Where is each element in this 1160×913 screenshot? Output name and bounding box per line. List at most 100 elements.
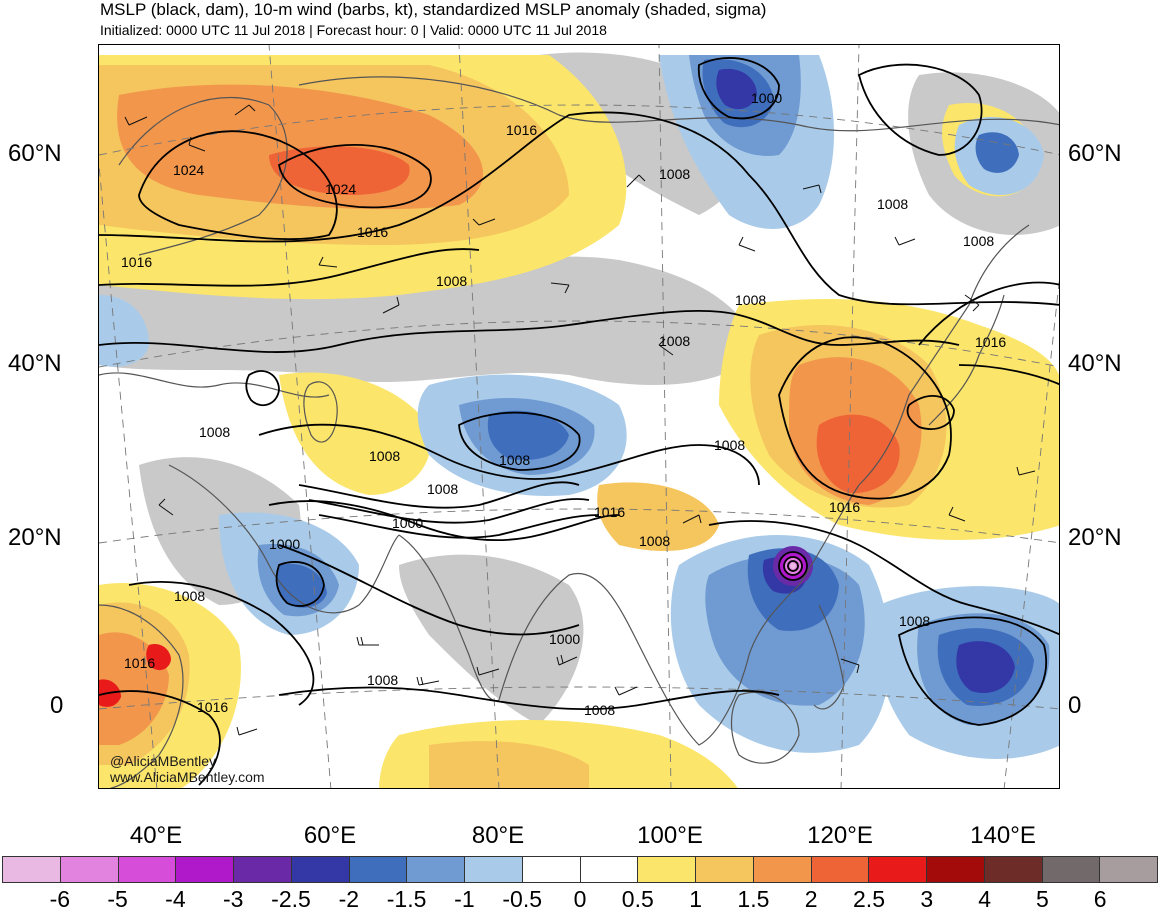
barb-1 <box>124 116 148 126</box>
colorbar-swatch <box>638 857 696 882</box>
lat-label-right-60: 60°N <box>1068 140 1122 167</box>
contour-label: 1008 <box>714 437 745 453</box>
lat-label-left-40: 40°N <box>8 350 62 377</box>
barb-15 <box>476 666 500 676</box>
grid-lon-80 <box>458 45 500 788</box>
lat-label-left-20: 20°N <box>8 524 62 551</box>
contour-label: 1024 <box>325 181 356 197</box>
lon-label-40: 40°E <box>129 822 183 849</box>
colorbar <box>2 856 1158 883</box>
lat-label-right-0: 0 <box>1068 692 1082 719</box>
colorbar-tick-label: 1 <box>689 886 702 912</box>
barb-21 <box>1016 466 1036 476</box>
shade-darkblue-siberia <box>716 68 757 110</box>
contour-label: 1000 <box>392 515 423 531</box>
shade-brightred-africa <box>146 644 171 671</box>
colorbar-swatch <box>1100 857 1157 882</box>
wind-barbs <box>124 104 1036 736</box>
lat-label-left-0: 0 <box>50 692 64 719</box>
coastlines <box>99 76 1059 788</box>
contour-label: 1008 <box>735 292 766 308</box>
contour-label: 1008 <box>199 424 230 440</box>
coast-europe-med <box>99 372 330 398</box>
barb-23 <box>158 498 174 516</box>
contour-label: 1016 <box>975 334 1006 350</box>
colorbar-tick-label: -2 <box>338 886 360 912</box>
anomaly-shading <box>99 52 1059 788</box>
contour-label: 1008 <box>584 702 615 718</box>
colorbar-swatch <box>60 857 119 882</box>
grid-lat-60 <box>99 104 1059 156</box>
isobar-1008-wpac <box>897 616 1048 726</box>
shade-orange-mid <box>597 482 719 551</box>
shade-grey-india <box>399 554 584 725</box>
contour-label: 1008 <box>659 333 690 349</box>
isobar-1008-arabia <box>128 580 315 706</box>
grid-lat-0 <box>99 686 1059 710</box>
mslp-contours <box>99 57 1059 786</box>
contour-label: 1008 <box>899 613 930 629</box>
barb-7 <box>550 282 570 294</box>
isobar-1016-sw <box>99 690 221 786</box>
shade-orange-south <box>429 741 589 788</box>
contour-label: 1008 <box>367 672 398 688</box>
colorbar-swatch <box>234 857 292 882</box>
contour-label: 1008 <box>499 452 530 468</box>
map-title: MSLP (black, dam), 10-m wind (barbs, kt)… <box>100 0 767 19</box>
grid-lon-120 <box>840 45 860 788</box>
colorbar-tick-label: -1 <box>454 886 475 912</box>
colorbar-tick-label: -0.5 <box>502 886 543 912</box>
colorbar-labels: -6 -5 -4 -3 -2.5 -2 -1.5 -1 -0.5 0 0.5 1 1.5 2 2.5 3 4 5 6 <box>0 886 1160 913</box>
barb-20 <box>948 506 966 522</box>
colorbar-swatch <box>696 857 754 882</box>
grid-lat-40 <box>99 320 1059 368</box>
isobar-1024-scand <box>138 130 338 241</box>
colorbar-tick-label: -4 <box>165 886 186 912</box>
contour-label: 1008 <box>659 166 690 182</box>
coast-caspian <box>303 381 338 443</box>
isobar-packed-1 <box>298 481 580 509</box>
colorbar-tick-label: -6 <box>49 886 71 912</box>
colorbar-tick-label: 1.5 <box>737 886 770 912</box>
isobar-1016-east <box>778 336 952 500</box>
colorbar-swatch <box>1042 857 1101 882</box>
contour-label: 1016 <box>357 224 388 240</box>
map-canvas: 1024 1024 1016 1016 1008 1000 1008 1008 … <box>99 45 1059 788</box>
barb-11 <box>894 236 916 246</box>
barb-16 <box>556 654 578 666</box>
lon-label-140: 140°E <box>970 822 1036 849</box>
colorbar-tick-label: -2.5 <box>271 886 311 912</box>
contour-label: 1016 <box>124 655 155 671</box>
contour-label: 1008 <box>369 448 400 464</box>
barb-9 <box>738 236 756 252</box>
barb-14 <box>416 676 440 686</box>
lat-label-right-40: 40°N <box>1068 350 1122 377</box>
contour-label: 1000 <box>269 536 300 552</box>
shade-typhoon-eye <box>790 563 796 569</box>
isobar-low-arabia <box>275 561 325 607</box>
colorbar-swatch <box>176 857 234 882</box>
colorbar-swatch <box>349 857 408 882</box>
contour-label: 1008 <box>639 533 670 549</box>
shade-blue-tibet <box>487 410 569 460</box>
colorbar-swatch <box>580 857 639 882</box>
coast-arabia <box>168 464 400 614</box>
colorbar-swatch <box>3 857 61 882</box>
colorbar-swatch <box>753 857 812 882</box>
isobar-low-mideast <box>245 370 280 407</box>
isobar-1016-pac2 <box>958 364 1059 386</box>
grid-lon-140 <box>1003 279 1059 788</box>
isobar-1008-ne <box>857 63 983 156</box>
shade-yellow-mid <box>279 372 431 495</box>
barb-5 <box>382 296 400 314</box>
map-subtitle: Initialized: 0000 UTC 11 Jul 2018 | Fore… <box>100 22 607 38</box>
colorbar-swatch <box>465 857 523 882</box>
isobar-1000-indian <box>278 544 580 636</box>
grid-lat-20 <box>99 508 1059 544</box>
coast-borneo <box>730 691 800 764</box>
colorbar-swatch <box>522 857 581 882</box>
isobar-1008-central <box>99 309 960 353</box>
contour-label: 1008 <box>436 273 467 289</box>
colorbar-swatch <box>927 857 985 882</box>
shade-blue-ne <box>975 132 1019 173</box>
